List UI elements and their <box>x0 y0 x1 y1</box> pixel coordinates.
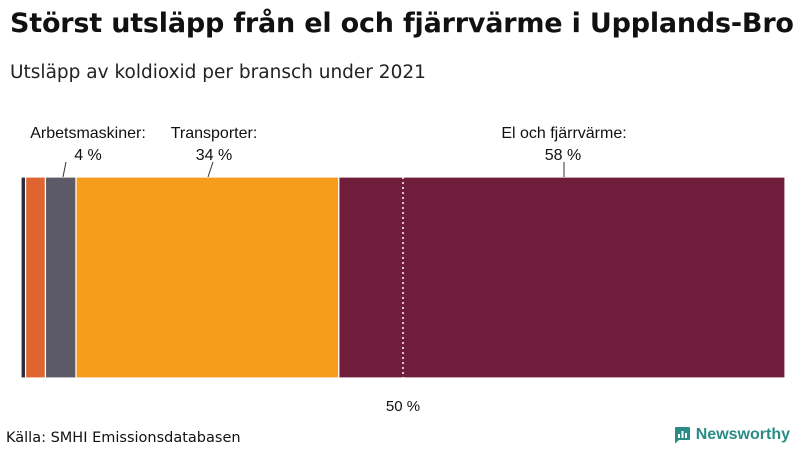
segment-label-2: Arbetsmaskiner: <box>30 125 146 142</box>
segment-pct-3: 34 % <box>196 147 232 164</box>
bar-segment-4 <box>338 176 786 379</box>
bar-segment-1 <box>24 176 47 379</box>
segment-leader-2 <box>62 161 67 178</box>
bar-segment-2 <box>44 176 77 379</box>
brand-name: Newsworthy <box>695 426 790 443</box>
bar-chart-speech-icon <box>674 427 690 444</box>
chart-subtitle: Utsläpp av koldioxid per bransch under 2… <box>10 62 426 83</box>
segment-annotations: Arbetsmaskiner: 4 % Transporter: 34 % El och… <box>30 125 627 178</box>
segment-label-3: Transporter: <box>171 125 258 142</box>
source-note: Källa: SMHI Emissionsdatabasen <box>6 430 241 446</box>
segment-pct-4: 58 % <box>545 147 581 164</box>
bar-segment-3 <box>75 176 340 379</box>
reference-label: 50 % <box>386 398 420 415</box>
brand-logo: Newsworthy <box>673 426 790 444</box>
chart-title: Störst utsläpp från el och fjärrvärme i … <box>10 8 794 39</box>
bar-segment-0 <box>20 176 27 379</box>
bar-segments <box>20 176 786 379</box>
segment-leader-3 <box>207 161 214 178</box>
segment-label-4: El och fjärrvärme: <box>501 125 626 142</box>
segment-pct-2: 4 % <box>74 147 102 164</box>
